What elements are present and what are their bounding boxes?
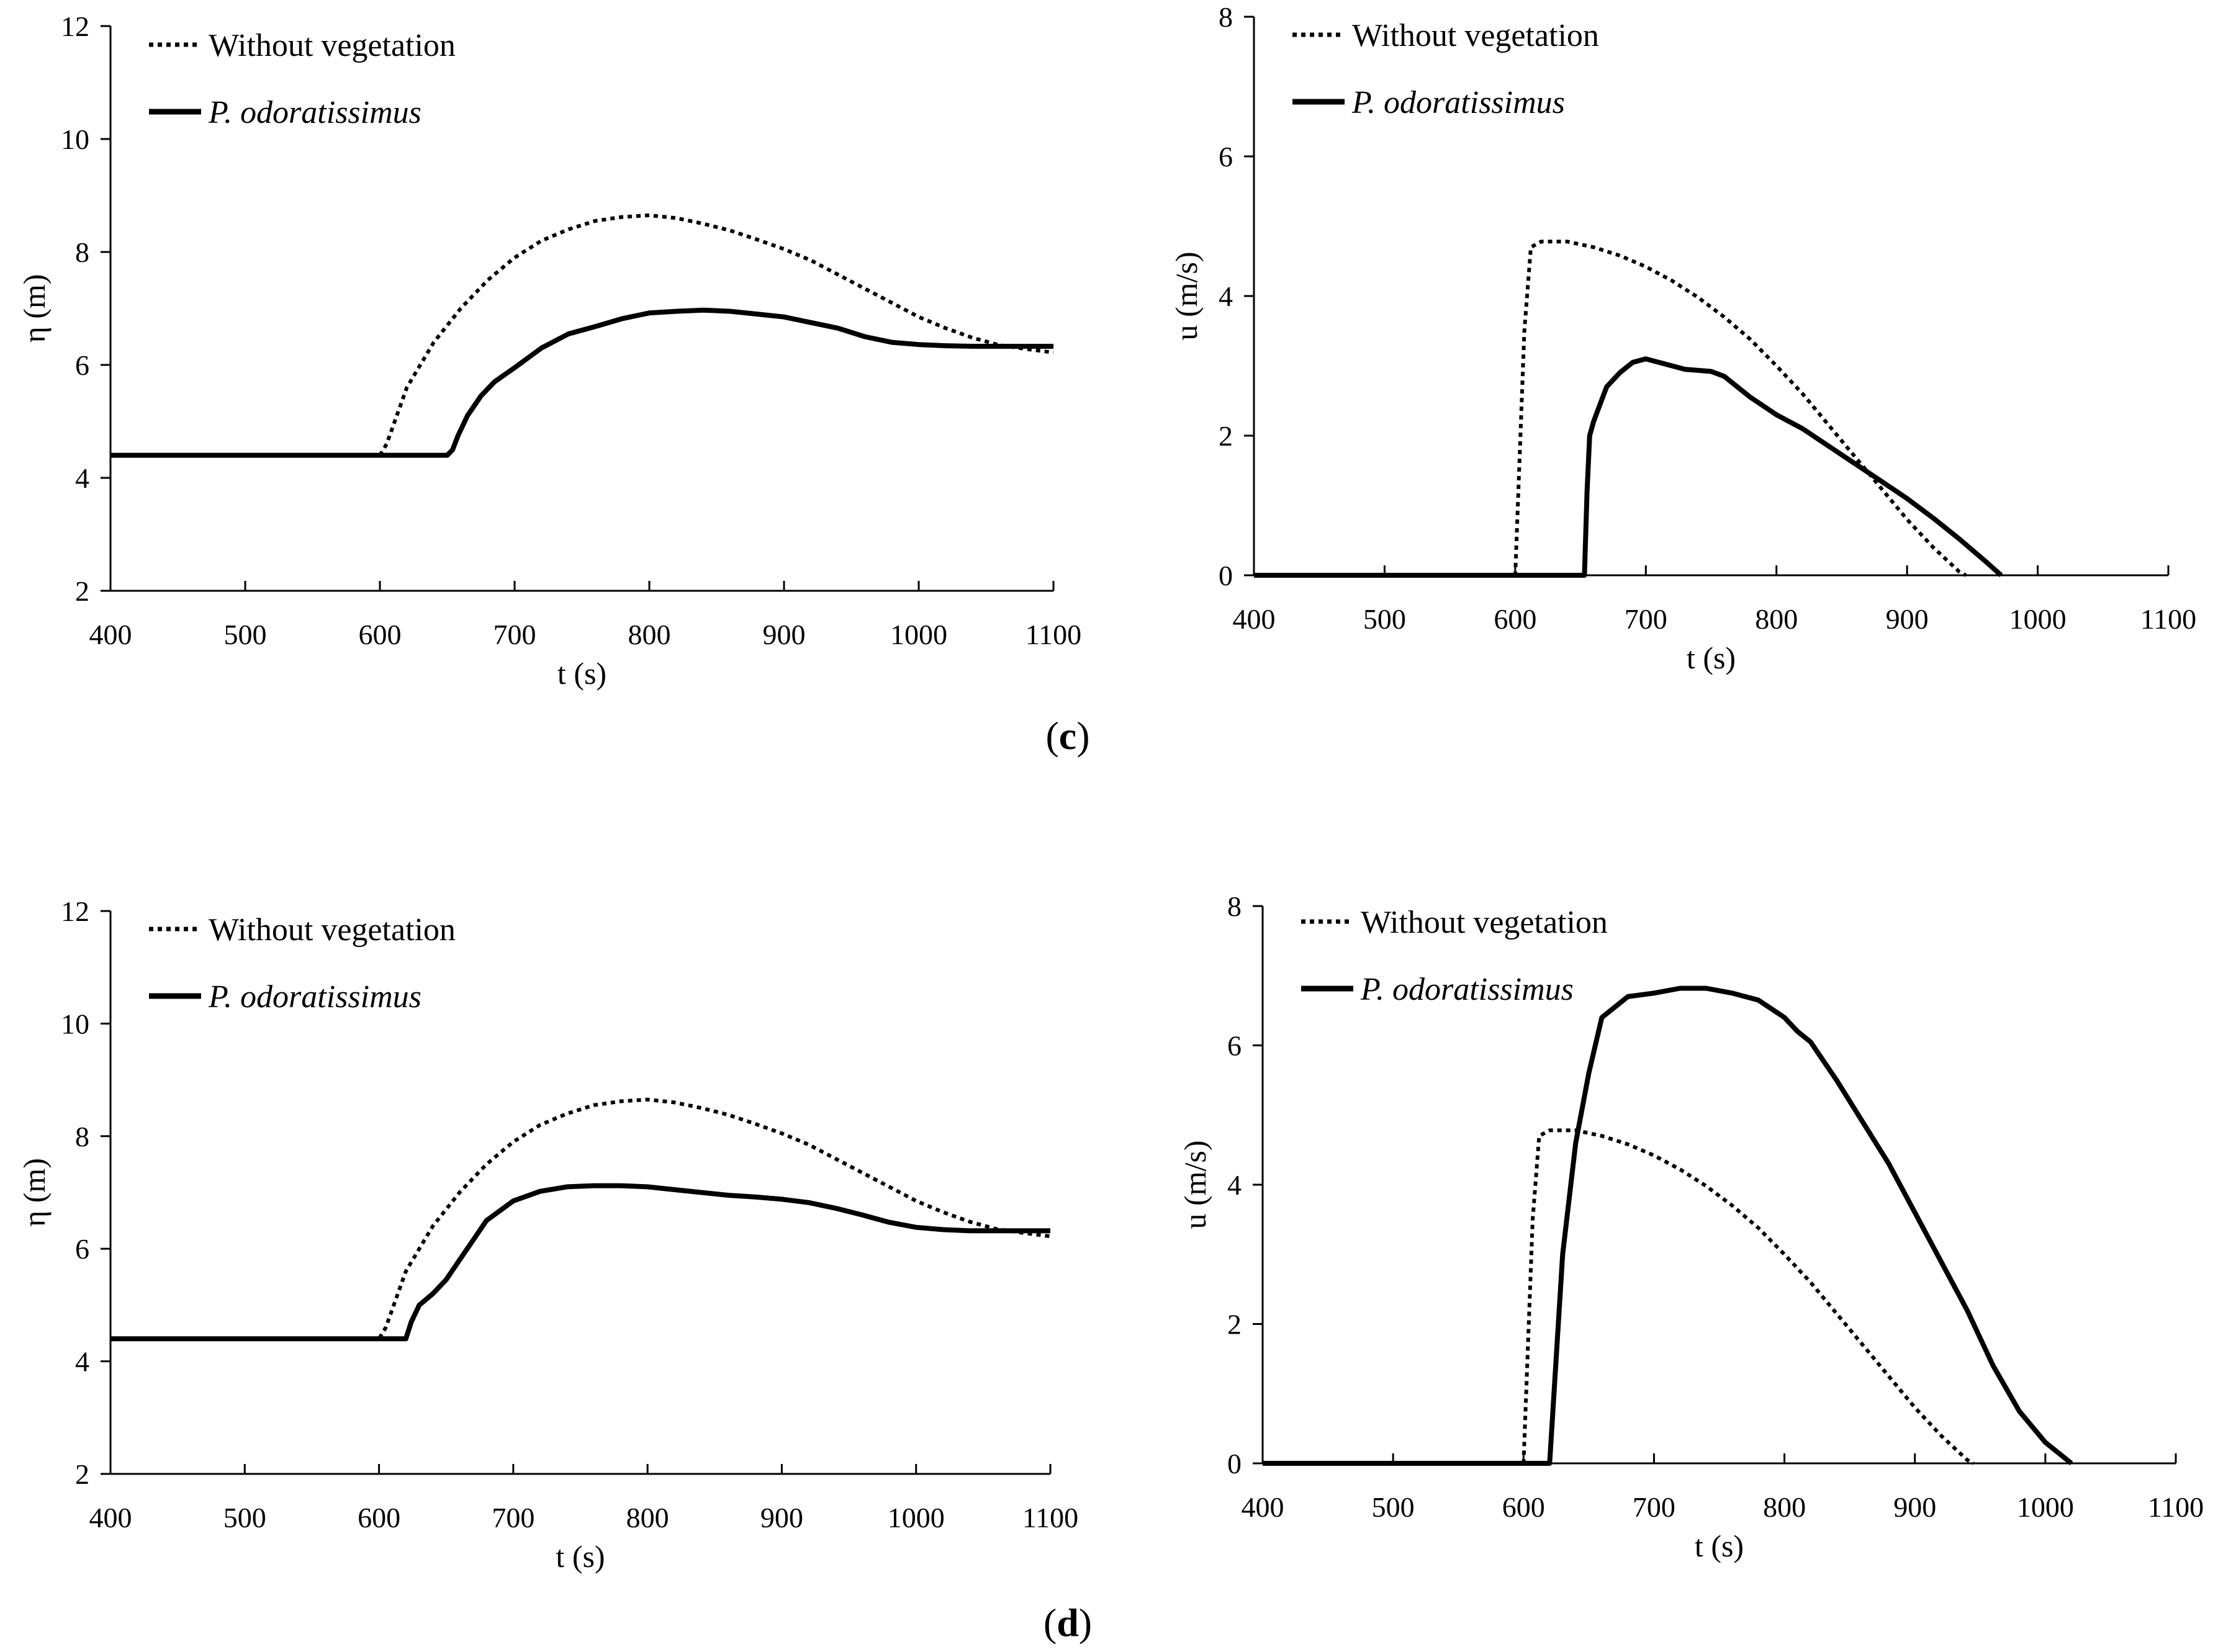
y-tick-label: 2 [1227,1309,1242,1340]
legend-label: Without vegetation [209,28,456,63]
y-tick-label: 2 [1219,420,1233,452]
x-tick-label: 900 [760,1502,803,1533]
series-line-p-odoratissimus [110,307,1053,458]
series-line-p-odoratissimus [1263,985,2073,1466]
y-tick-label: 4 [75,1346,89,1378]
y-tick-label: 4 [75,462,89,494]
legend-label: P. odoratissimus [1360,972,1574,1007]
x-tick-label: 600 [359,619,402,650]
x-tick-label: 900 [763,619,806,650]
y-tick-label: 6 [75,349,89,381]
legend-label: Without vegetation [1352,18,1599,53]
y-tick-label: 12 [61,896,89,927]
x-tick-label: 600 [1494,603,1536,635]
x-tick-label: 600 [358,1502,400,1533]
x-tick-label: 700 [1625,603,1667,635]
y-axis-title: u (m/s) [1169,251,1204,340]
x-tick-label: 1000 [2017,1491,2074,1523]
series-line-p-odoratissimus [1254,356,2003,578]
x-tick-label: 400 [1242,1491,1284,1523]
x-tick-label: 1100 [1022,1502,1078,1533]
y-tick-label: 2 [75,1458,89,1490]
y-tick-label: 4 [1227,1169,1242,1201]
series-line-without-vegetation [1263,1128,1975,1465]
x-axis-title: t (s) [556,1539,605,1574]
y-tick-label: 0 [1219,560,1233,591]
series-line-p-odoratissimus [110,1183,1050,1342]
x-axis-title: t (s) [1695,1529,1744,1563]
x-tick-label: 1100 [2140,603,2196,635]
y-tick-label: 6 [1219,141,1233,173]
x-axis-title: t (s) [557,656,606,691]
series-line-without-vegetation [110,213,1054,457]
x-tick-label: 1100 [2148,1491,2204,1523]
y-axis-title: η (m) [17,1158,52,1227]
y-tick-label: 8 [75,236,89,268]
y-axis-title: u (m/s) [1178,1140,1212,1229]
x-tick-label: 800 [628,619,671,650]
y-tick-label: 2 [75,575,89,607]
series-line-without-vegetation [1254,240,1967,577]
y-axis-title: η (m) [17,274,52,343]
x-tick-label: 600 [1502,1491,1545,1523]
x-tick-label: 500 [223,1502,266,1533]
x-tick-label: 900 [1886,603,1929,635]
chart-d-water-level: 400 500 600 700 800 900 1000 1100 2 4 6 8 10 12 t (s) η… [17,896,1078,1574]
x-tick-label: 1000 [890,619,947,650]
y-tick-label: 10 [61,1008,89,1039]
chart-d-velocity: 400 500 600 700 800 900 1000 1100 0 2 4 6 8 t (s) u (m… [1178,891,2204,1563]
y-tick-label: 8 [1219,1,1233,33]
x-tick-label: 1000 [888,1502,945,1533]
panel-label-d: (d) [1044,1600,1092,1645]
panel-label-c: (c) [1045,714,1089,758]
legend-label: Without vegetation [1361,905,1608,940]
x-axis-title: t (s) [1687,640,1736,675]
x-tick-label: 800 [1763,1491,1806,1523]
x-tick-label: 500 [1372,1491,1415,1523]
x-tick-label: 700 [494,619,536,650]
x-tick-label: 500 [1363,603,1406,635]
y-tick-label: 6 [75,1233,89,1265]
y-tick-label: 0 [1227,1448,1242,1479]
x-tick-label: 800 [626,1502,669,1533]
legend-label: P. odoratissimus [1351,85,1565,120]
legend-label: P. odoratissimus [208,95,422,130]
y-tick-label: 6 [1227,1030,1242,1062]
x-tick-label: 700 [492,1502,534,1533]
x-tick-label: 400 [1233,603,1276,635]
x-tick-label: 800 [1755,603,1798,635]
y-tick-label: 10 [61,123,89,155]
x-tick-label: 400 [89,1502,132,1533]
y-tick-label: 8 [75,1121,89,1152]
y-tick-label: 4 [1219,281,1233,312]
y-tick-label: 8 [1227,891,1242,922]
x-tick-label: 500 [224,619,267,650]
x-tick-label: 1100 [1026,619,1081,650]
chart-c-water-level: 400 500 600 700 800 900 1000 1100 2 4 6 8 10 12 t (s) η… [17,11,1081,691]
legend-label: Without vegetation [209,912,456,948]
chart-c-velocity: 400 500 600 700 800 900 1000 1100 0 2 4 6 8 t (s) u (m… [1169,1,2196,675]
y-tick-label: 12 [61,11,89,42]
x-tick-label: 700 [1633,1491,1675,1523]
x-tick-label: 1000 [2009,603,2067,635]
series-line-without-vegetation [110,1097,1051,1341]
x-tick-label: 400 [89,619,132,650]
legend-label: P. odoratissimus [208,979,422,1015]
x-tick-label: 900 [1893,1491,1936,1523]
